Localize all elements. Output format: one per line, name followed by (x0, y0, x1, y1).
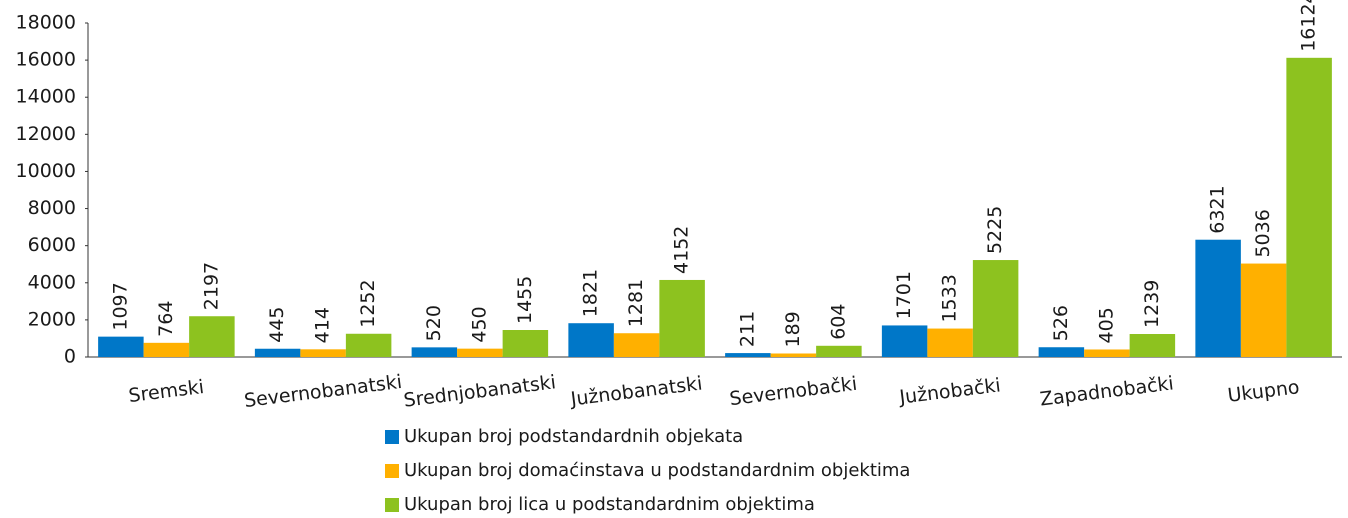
value-label: 5036 (1252, 209, 1274, 257)
bar (457, 348, 503, 357)
value-label: 1821 (580, 269, 602, 317)
value-label: 604 (827, 304, 849, 340)
bar (659, 279, 705, 357)
value-label: 520 (423, 305, 445, 341)
value-label: 1239 (1141, 280, 1163, 328)
value-label: 764 (155, 301, 177, 337)
value-label: 414 (312, 307, 334, 343)
value-label: 1281 (625, 279, 647, 327)
x-tick-label: Sremski (127, 376, 205, 407)
y-tick-label: 0 (64, 346, 76, 368)
bar (345, 333, 392, 357)
y-tick-label: 6000 (28, 234, 76, 256)
bar (300, 349, 346, 357)
value-label: 1533 (939, 274, 961, 322)
x-tick-label: Južnobanatski (569, 373, 704, 411)
x-tick-label: Zapadnobački (1039, 372, 1175, 410)
bar (1286, 57, 1332, 358)
y-tick-label: 12000 (16, 123, 76, 145)
bar (1129, 334, 1176, 357)
value-label: 6321 (1207, 185, 1229, 233)
value-label: 445 (266, 306, 288, 342)
bar (568, 323, 614, 357)
bar (725, 353, 771, 357)
bar (816, 345, 862, 357)
bar (1084, 349, 1130, 357)
bar (927, 328, 973, 357)
value-label: 1252 (357, 279, 379, 327)
bar (881, 325, 928, 357)
value-label: 1701 (893, 271, 915, 319)
value-label: 5225 (984, 206, 1006, 254)
bar (770, 353, 817, 357)
x-tick-label: Srednjobanatski (402, 371, 557, 412)
value-label: 189 (782, 311, 804, 347)
value-label: 16124 (1298, 0, 1320, 52)
y-tick-label: 2000 (28, 308, 76, 330)
bar (189, 316, 235, 357)
bar (98, 336, 144, 357)
legend-label: Ukupan broj podstandardnih objekata (404, 426, 743, 447)
value-label: 2197 (200, 262, 222, 310)
bar (1195, 239, 1241, 357)
x-tick-label: Severnobanatski (243, 371, 403, 412)
legend-swatch (385, 464, 399, 478)
legend-label: Ukupan broj domaćinstava u podstandardni… (404, 460, 910, 481)
legend-swatch (385, 430, 399, 444)
bar (613, 333, 660, 357)
value-label: 526 (1050, 305, 1072, 341)
x-tick-label: Ukupno (1226, 376, 1300, 407)
x-tick-label: Severnobački (728, 373, 858, 410)
bar (972, 260, 1019, 357)
bar (1240, 263, 1287, 357)
x-tick-label: Južnobački (897, 374, 1002, 408)
value-label: 1455 (514, 276, 536, 324)
y-tick-label: 4000 (28, 271, 76, 293)
value-label: 211 (736, 311, 758, 347)
y-tick-label: 18000 (16, 12, 76, 34)
bar (143, 342, 190, 357)
bar (254, 348, 301, 357)
value-label: 450 (468, 306, 490, 342)
y-tick-label: 10000 (16, 160, 76, 182)
y-tick-label: 16000 (16, 49, 76, 71)
y-tick-label: 14000 (16, 86, 76, 108)
value-label: 4152 (671, 226, 693, 274)
bar (411, 347, 458, 357)
bar (1038, 347, 1085, 357)
legend-label: Ukupan broj lica u podstandardnim objekt… (404, 494, 815, 515)
legend-swatch (385, 498, 399, 512)
value-label: 1097 (109, 282, 131, 330)
value-label: 405 (1095, 307, 1117, 343)
y-tick-label: 8000 (28, 197, 76, 219)
bar (502, 330, 549, 357)
